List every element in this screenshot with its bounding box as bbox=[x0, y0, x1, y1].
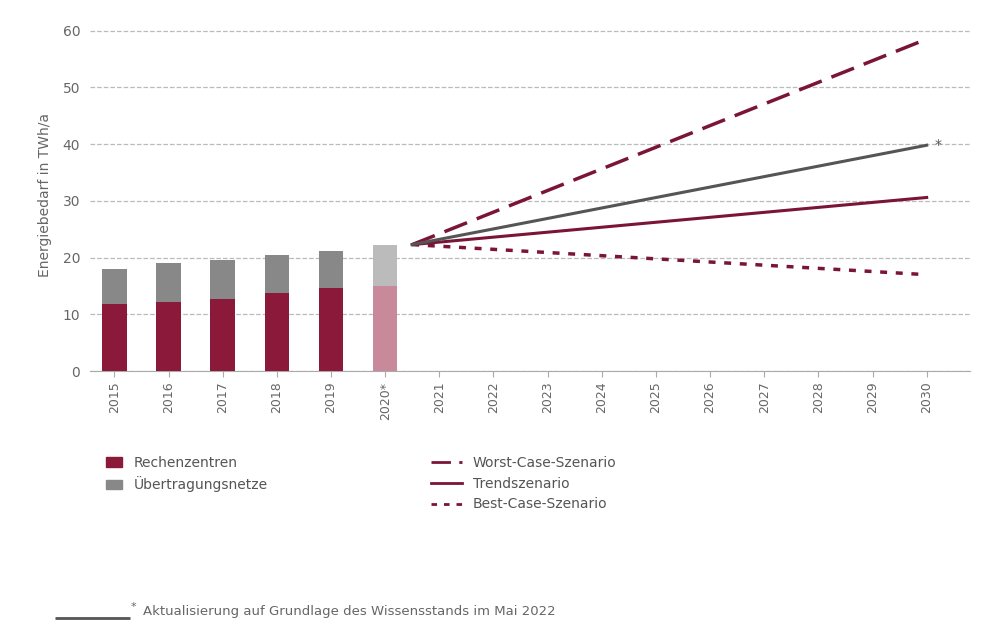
Bar bbox=[102, 304, 127, 371]
Text: *: * bbox=[131, 602, 137, 612]
Bar bbox=[156, 302, 181, 371]
Text: Aktualisierung auf Grundlage des Wissensstands im Mai 2022: Aktualisierung auf Grundlage des Wissens… bbox=[143, 605, 556, 618]
Bar bbox=[265, 255, 289, 293]
Bar bbox=[319, 251, 343, 288]
Text: *: * bbox=[935, 138, 942, 152]
Y-axis label: Energiebedarf in TWh/a: Energiebedarf in TWh/a bbox=[38, 113, 52, 277]
Bar bbox=[265, 293, 289, 371]
Bar bbox=[102, 269, 127, 304]
Legend: Worst-Case-Szenario, Trendszenario, Best-Case-Szenario: Worst-Case-Szenario, Trendszenario, Best… bbox=[431, 456, 617, 511]
Bar bbox=[319, 288, 343, 371]
Bar bbox=[210, 260, 235, 298]
Bar bbox=[156, 263, 181, 302]
Bar bbox=[373, 286, 397, 371]
Bar bbox=[210, 298, 235, 371]
Bar bbox=[373, 244, 397, 286]
